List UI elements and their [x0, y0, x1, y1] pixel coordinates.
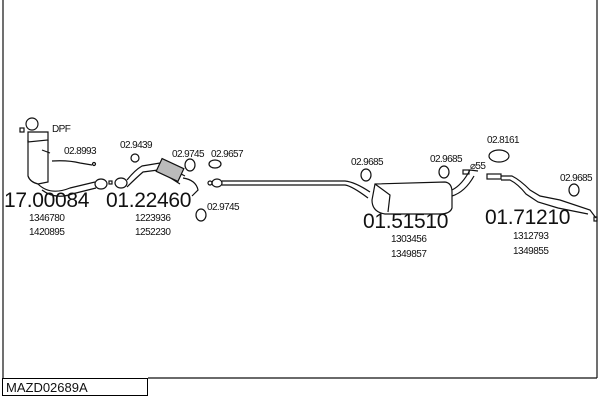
- diagram-code: MAZD02689A: [2, 378, 148, 396]
- accessory-ref: 02.8161: [487, 135, 520, 146]
- accessory-ref: 02.9685: [351, 157, 384, 168]
- clamp: [195, 208, 207, 222]
- oe-number: 1349855: [513, 246, 549, 257]
- oe-number: 1303456: [391, 234, 427, 245]
- rear-silencer-part: [486, 149, 598, 222]
- part-number: 01.71210: [485, 206, 571, 229]
- part-number: 01.51510: [363, 210, 449, 233]
- oe-number: 1312793: [513, 231, 549, 242]
- dpf-part: [19, 117, 113, 197]
- bracket-02-8993: [51, 160, 93, 166]
- diameter-label: ⌀55: [470, 161, 486, 172]
- bracket-end: [91, 161, 97, 167]
- accessory-ref: 02.9745: [207, 202, 240, 213]
- accessory-ref: 02.8993: [64, 146, 97, 157]
- part-number: 17.00084: [4, 189, 90, 212]
- clamp: [184, 158, 196, 172]
- accessory-ref: 02.9439: [120, 140, 153, 151]
- accessory-ref: 02.9685: [560, 173, 593, 184]
- accessory-ref: 02.9657: [211, 149, 244, 160]
- accessory-ref: 02.9685: [430, 154, 463, 165]
- oe-number: 1252230: [135, 227, 171, 238]
- dpf-label: DPF: [52, 124, 71, 135]
- oe-number: 1346780: [29, 213, 65, 224]
- oe-number: 1349857: [391, 249, 427, 260]
- front-pipe-part: [114, 153, 199, 197]
- part-number: 01.22460: [106, 189, 192, 212]
- oe-number: 1420895: [29, 227, 65, 238]
- middle-silencer-part: [207, 165, 479, 215]
- oe-number: 1223936: [135, 213, 171, 224]
- gasket: [208, 159, 222, 169]
- accessory-ref: 02.9745: [172, 149, 205, 160]
